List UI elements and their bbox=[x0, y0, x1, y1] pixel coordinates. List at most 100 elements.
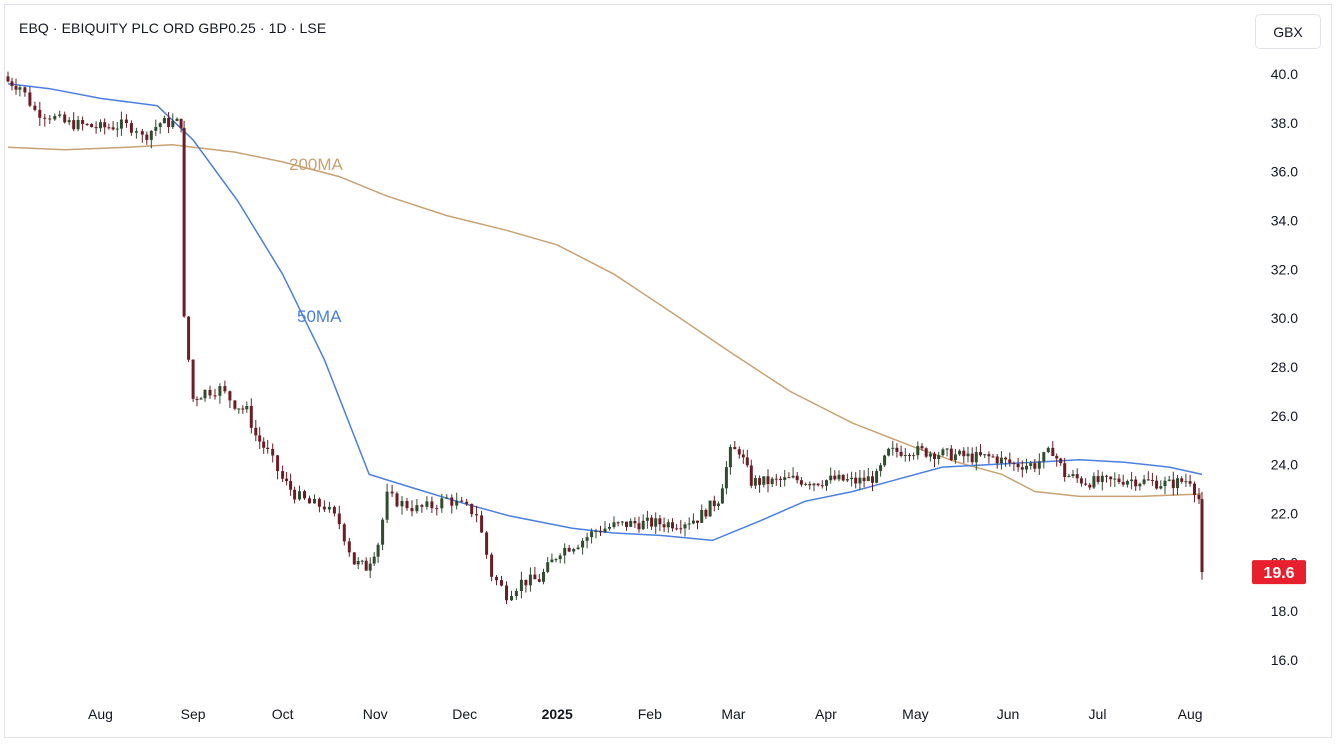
candle bbox=[581, 538, 585, 555]
candle bbox=[495, 575, 498, 586]
candle bbox=[745, 449, 749, 468]
x-tick-label: Dec bbox=[452, 706, 477, 722]
candle bbox=[94, 121, 98, 134]
candle bbox=[524, 579, 528, 593]
candle bbox=[262, 437, 266, 454]
candle bbox=[949, 445, 953, 462]
candle bbox=[347, 537, 351, 557]
candle bbox=[510, 590, 513, 601]
candle bbox=[666, 519, 670, 533]
time-axis[interactable]: Aug Sep Oct Nov Dec 2025 Feb Mar Apr May Jun Jul Aug bbox=[88, 706, 1203, 722]
candle bbox=[445, 494, 449, 500]
candle bbox=[650, 515, 654, 530]
candle bbox=[33, 101, 37, 112]
candle bbox=[271, 443, 275, 463]
candle bbox=[620, 521, 624, 526]
x-tick-label: Aug bbox=[1178, 706, 1203, 722]
candle bbox=[514, 588, 518, 600]
candle bbox=[816, 483, 820, 487]
x-tick-label: Nov bbox=[363, 706, 388, 722]
candle bbox=[99, 119, 102, 132]
candle bbox=[199, 396, 203, 400]
candle bbox=[475, 505, 479, 523]
candle bbox=[1004, 456, 1008, 467]
candle bbox=[753, 475, 757, 489]
candle bbox=[991, 453, 995, 458]
candle bbox=[716, 501, 720, 511]
y-tick-label: 26.0 bbox=[1271, 408, 1298, 424]
currency-button[interactable]: GBX bbox=[1255, 14, 1321, 49]
candle bbox=[182, 120, 186, 318]
candle bbox=[14, 78, 18, 95]
candle bbox=[372, 552, 376, 566]
candle bbox=[987, 451, 991, 464]
candle bbox=[134, 127, 138, 139]
candle bbox=[187, 316, 191, 363]
candle bbox=[111, 121, 115, 131]
candle bbox=[585, 532, 589, 549]
y-tick-label: 28.0 bbox=[1271, 359, 1298, 375]
candle bbox=[115, 122, 119, 137]
candle bbox=[704, 508, 708, 519]
candle bbox=[679, 519, 683, 534]
candle bbox=[837, 470, 841, 482]
candle bbox=[804, 482, 808, 486]
candle bbox=[625, 521, 628, 531]
candle bbox=[1025, 458, 1028, 474]
candle bbox=[1042, 451, 1046, 469]
candle bbox=[298, 485, 301, 501]
candle bbox=[762, 476, 766, 488]
candle bbox=[928, 451, 932, 462]
candle bbox=[233, 399, 237, 411]
candle bbox=[167, 112, 171, 133]
candle bbox=[308, 495, 311, 504]
candle bbox=[871, 470, 874, 492]
candle bbox=[179, 118, 183, 133]
candle bbox=[875, 468, 879, 484]
candle bbox=[641, 514, 645, 530]
candle bbox=[175, 117, 179, 122]
candle bbox=[1029, 461, 1033, 470]
candle bbox=[862, 470, 866, 488]
candle bbox=[733, 441, 737, 450]
candle bbox=[1051, 441, 1055, 457]
candle bbox=[425, 496, 429, 510]
candle bbox=[293, 486, 297, 504]
candle bbox=[285, 472, 289, 486]
candle bbox=[903, 448, 907, 462]
candle bbox=[400, 496, 404, 515]
price-axis[interactable]: 40.0 38.0 36.0 34.0 32.0 30.0 28.0 26.0 24.0 22.0… bbox=[1252, 66, 1306, 668]
candle bbox=[599, 525, 602, 536]
candle bbox=[470, 503, 474, 518]
candle bbox=[1063, 457, 1067, 482]
candle bbox=[1197, 488, 1201, 504]
x-tick-label: Oct bbox=[272, 706, 294, 722]
candle bbox=[576, 544, 580, 550]
candle bbox=[415, 499, 419, 514]
candle bbox=[337, 505, 341, 530]
candle bbox=[908, 453, 911, 462]
candle bbox=[85, 122, 89, 126]
candle bbox=[1188, 474, 1192, 487]
candle bbox=[1113, 472, 1117, 487]
candle bbox=[1125, 479, 1129, 488]
y-tick-label: 30.0 bbox=[1271, 310, 1298, 326]
candle bbox=[937, 451, 941, 465]
candle bbox=[1008, 452, 1012, 467]
candlesticks bbox=[6, 71, 1204, 605]
candle bbox=[537, 573, 541, 583]
candle bbox=[48, 114, 52, 124]
candle bbox=[342, 522, 346, 546]
candle bbox=[203, 389, 207, 402]
chart-labels: 200MA 50MA bbox=[289, 155, 344, 326]
candle bbox=[979, 444, 982, 457]
candle bbox=[505, 581, 508, 605]
candle bbox=[460, 496, 464, 503]
candle bbox=[974, 446, 978, 471]
candle bbox=[1096, 469, 1100, 485]
candle bbox=[395, 491, 399, 508]
candle bbox=[808, 481, 812, 490]
candle bbox=[737, 446, 741, 459]
candle bbox=[983, 454, 987, 459]
